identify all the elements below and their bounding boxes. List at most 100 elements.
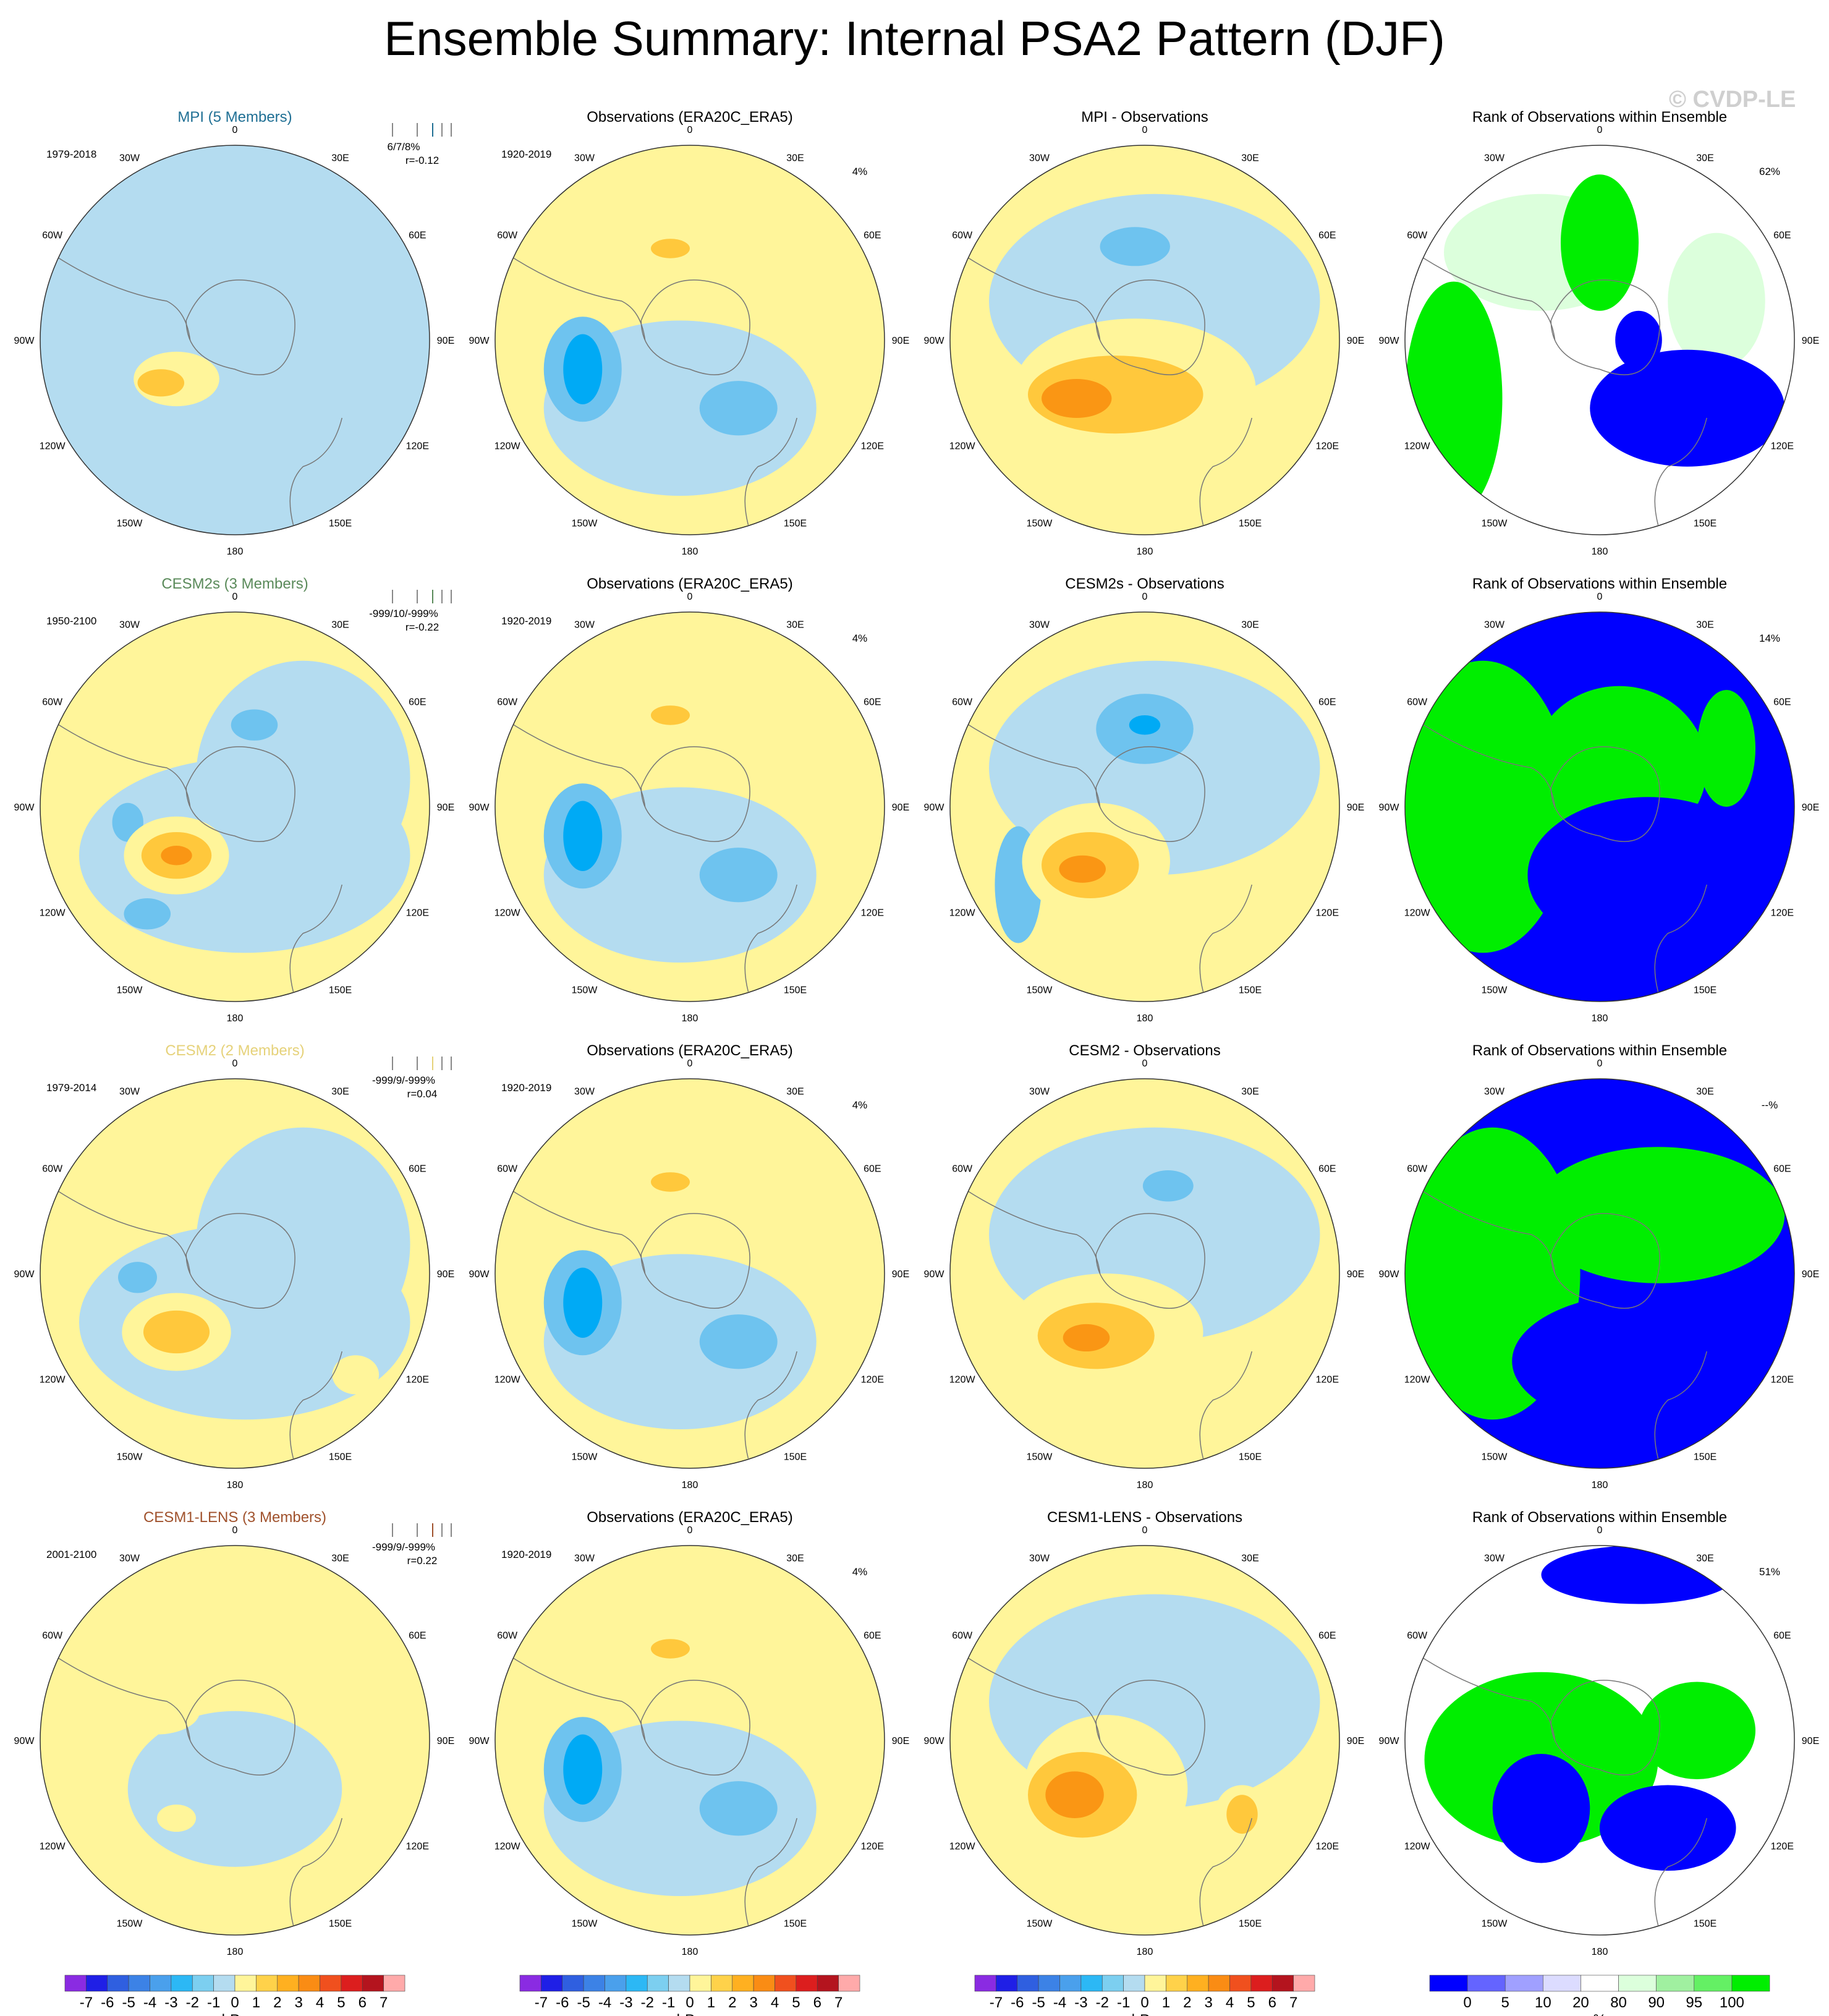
map-border [949,1078,1340,1469]
lon-label: 90E [1802,802,1819,813]
coastline [185,746,295,842]
colorbar-label: 6 [1268,1994,1276,2011]
lon-label: 30W [574,620,595,631]
lon-label: 150E [1239,518,1262,529]
colorbar-swatch [605,1975,627,1992]
coastline [744,1351,797,1459]
panel-pct: 4% [852,166,868,177]
field-region [114,1687,200,1735]
lon-label: 120W [494,1842,521,1852]
colorbar-label: 6 [359,1994,367,2011]
field-layer [495,1079,885,1468]
colorbar-swatch [796,1975,818,1992]
lon-label: 150E [1694,518,1717,529]
lon-label: 150W [1482,1918,1508,1929]
colorbar-label: -1 [1117,1994,1130,2011]
lon-label: 120E [1771,1375,1794,1385]
colorbar-swatch [1504,1975,1543,1992]
lon-label: 30E [1696,620,1713,631]
field-region [231,709,278,741]
colorbar-label: -7 [535,1994,548,2011]
field-region [118,1262,157,1293]
coastline [1414,252,1556,341]
panel-title: Rank of Observations within Ensemble [1472,1509,1727,1526]
lon-label: 60E [409,697,426,708]
lon-label: 90W [469,802,490,813]
panel-r: r=-0.12 [405,155,439,166]
lon-label: 60E [409,1631,426,1641]
colorbar-label: 3 [1204,1994,1212,2011]
lon-label: 120E [1771,441,1794,452]
field-region [127,1711,342,1867]
panel-years: 1979-2018 [46,148,96,160]
panel-pct: 62% [1759,166,1780,177]
lon-label: 150W [572,985,598,995]
lon-label: 60W [497,697,518,708]
colorbar-label: 5 [1247,1994,1255,2011]
panel-years: 1920-2019 [501,1549,551,1560]
lon-label: 180 [1137,1947,1153,1957]
field-region [651,1172,690,1192]
panel-title: Rank of Observations within Ensemble [1472,576,1727,592]
colorbar-label: -4 [143,1994,156,2011]
lon-label: 120E [406,908,429,919]
lon-label: 30E [331,1087,349,1097]
colorbar-swatch [711,1975,733,1992]
coastline [1095,1680,1205,1776]
field-region [1142,1170,1194,1202]
lon-label: 150W [117,1452,143,1462]
lon-label: 30E [1696,1554,1713,1564]
coastline [640,746,750,842]
field-region [196,1127,410,1361]
lon-label: 0 [232,1058,238,1069]
lon-label: 150E [1239,1918,1262,1929]
colorbar-swatch [562,1975,584,1992]
lon-label: 30W [1029,1087,1050,1097]
panel-title: MPI (5 Members) [177,109,292,125]
colorbar-swatch [256,1975,278,1992]
panel-title: CESM2 (2 Members) [165,1042,304,1059]
colorbar-label: 6 [813,1994,821,2011]
colorbar-swatch [383,1975,405,1992]
field-region [1226,1795,1258,1834]
coastline [1199,417,1252,525]
colorbar-label: 20 [1572,1994,1589,2011]
colorbar-label: 3 [749,1994,757,2011]
lon-label: 0 [232,125,238,135]
lon-label: 120E [1316,441,1339,452]
map-border [1404,1078,1795,1469]
lon-label: 30E [786,153,804,164]
coastline [1199,1351,1252,1459]
panel-model-1: 0 30E 60E 90E 120E 150E 180 150W 120W 90W 60W 30W MP… [14,109,455,557]
panel-title: CESM1-LENS (3 Members) [143,1509,326,1526]
panel-title: MPI - Observations [1081,109,1208,125]
field-layer [1405,145,1794,535]
colorbar-swatch [541,1975,563,1992]
lon-label: 180 [1592,1013,1608,1024]
lon-label: 180 [1137,1480,1153,1491]
lon-label: 120E [406,1842,429,1852]
coastline [959,1185,1101,1274]
colorbar-swatch [234,1975,257,1992]
field-region [699,381,778,436]
lon-label: 60W [952,697,973,708]
coastline [289,1818,342,1926]
map-border [1404,145,1795,535]
lon-label: 60W [42,697,63,708]
lon-label: 0 [1597,1525,1603,1536]
colorbar-swatch [647,1975,669,1992]
colorbar-label: 1 [707,1994,715,2011]
colorbar-label: 5 [337,1994,345,2011]
coastline [1199,1818,1252,1926]
lon-label: 150E [1694,985,1717,995]
lon-label: 30E [1241,1554,1258,1564]
panel-rank-4: 0 30E 60E 90E 120E 150E 180 150W 120W 90W 60W 30W Ra… [1379,1509,1820,1957]
field-layer [950,612,1339,1002]
panel-years: 1920-2019 [501,1082,551,1094]
coastline [1550,279,1660,375]
lon-label: 90W [1379,1736,1400,1746]
colorbar-swatch [1229,1975,1252,1992]
field-region [1492,1754,1590,1863]
